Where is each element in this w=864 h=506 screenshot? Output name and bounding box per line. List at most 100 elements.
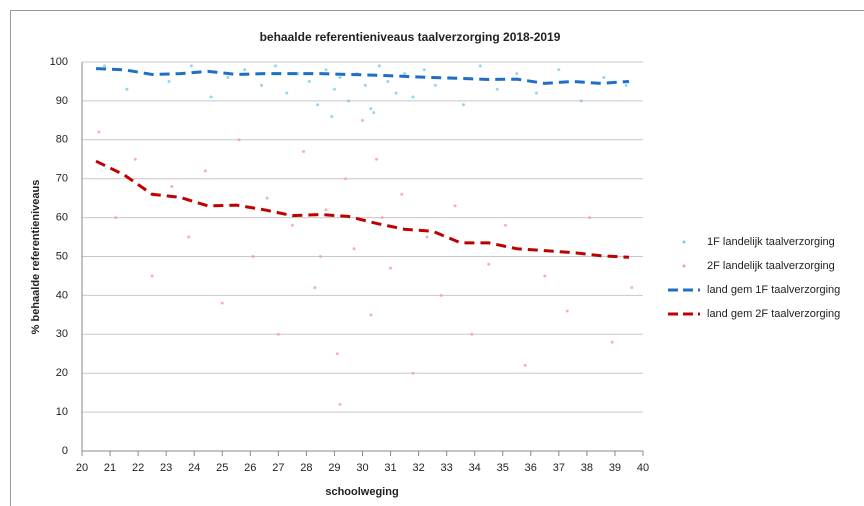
y-tick-label: 30	[56, 328, 68, 340]
scatter-point	[316, 103, 320, 107]
scatter-point	[285, 91, 289, 95]
y-tick-label: 80	[56, 134, 68, 146]
scatter-point	[543, 274, 547, 278]
scatter-point	[260, 83, 264, 87]
scatter-point	[495, 87, 499, 91]
scatter-point	[588, 216, 592, 220]
x-tick-label: 28	[300, 462, 312, 474]
x-tick-label: 27	[272, 462, 284, 474]
scatter-point	[487, 262, 491, 266]
scatter-point	[369, 107, 373, 111]
scatter-point	[515, 72, 519, 76]
scatter-point	[338, 402, 342, 406]
scatter-point	[504, 223, 508, 227]
scatter-point	[389, 266, 393, 270]
scatter-point	[97, 130, 101, 134]
scatter-point	[369, 313, 373, 317]
y-tick-label: 10	[56, 406, 68, 418]
scatter-point	[523, 363, 527, 367]
chart-title: behaalde referentieniveaus taalverzorgin…	[260, 30, 561, 44]
scatter-point	[534, 91, 538, 95]
scatter-point	[133, 157, 137, 161]
scatter-point	[243, 68, 247, 72]
scatter-point	[102, 64, 106, 68]
x-tick-label: 30	[356, 462, 368, 474]
scatter-point	[226, 76, 230, 80]
scatter-point	[372, 111, 376, 115]
x-tick-label: 37	[553, 462, 565, 474]
scatter-point	[602, 76, 606, 80]
x-tick-label: 35	[497, 462, 509, 474]
x-tick-label: 40	[637, 462, 649, 474]
x-tick-label: 31	[384, 462, 396, 474]
x-tick-label: 33	[441, 462, 453, 474]
scatter-point	[394, 91, 398, 95]
x-tick-label: 25	[216, 462, 228, 474]
scatter-point	[425, 235, 429, 239]
y-tick-label: 40	[56, 289, 68, 301]
scatter-point	[274, 64, 278, 68]
x-tick-label: 20	[76, 462, 88, 474]
scatter-point	[290, 223, 294, 227]
scatter-point	[125, 87, 129, 91]
x-tick-label: 34	[469, 462, 481, 474]
x-tick-label: 23	[160, 462, 172, 474]
x-tick-label: 29	[328, 462, 340, 474]
scatter-point	[265, 196, 269, 200]
scatter-point	[478, 64, 482, 68]
scatter-point	[375, 157, 379, 161]
scatter-point	[220, 301, 224, 305]
scatter-point	[557, 68, 561, 72]
scatter-point	[470, 332, 474, 336]
average-line	[95, 159, 630, 259]
x-tick-label: 22	[132, 462, 144, 474]
scatter-point	[453, 204, 457, 208]
legend-label: 1F landelijk taalverzorging	[707, 236, 835, 248]
scatter-point	[377, 64, 381, 68]
x-tick-label: 36	[525, 462, 537, 474]
y-tick-label: 50	[56, 250, 68, 262]
scatter-point	[330, 114, 334, 118]
scatter-point	[338, 76, 342, 80]
x-tick-label: 24	[188, 462, 200, 474]
scatter-point	[610, 340, 614, 344]
scatter-point	[167, 79, 171, 83]
legend-label: land gem 1F taalverzorging	[707, 284, 840, 296]
scatter-point	[352, 247, 356, 251]
x-tick-label: 39	[609, 462, 621, 474]
scatter-point	[461, 103, 465, 107]
scatter-point	[276, 332, 280, 336]
y-tick-label: 0	[62, 445, 68, 457]
y-tick-label: 70	[56, 173, 68, 185]
scatter-point	[187, 235, 191, 239]
x-tick-label: 21	[104, 462, 116, 474]
average-line	[95, 67, 630, 85]
scatter-point	[346, 99, 350, 103]
scatter-point	[150, 274, 154, 278]
scatter-point	[189, 64, 193, 68]
scatter-point	[170, 184, 174, 188]
y-tick-label: 100	[50, 56, 68, 68]
y-axis-title: % behaalde referentieniveaus	[30, 180, 42, 335]
scatter-point	[332, 87, 336, 91]
x-tick-label: 38	[581, 462, 593, 474]
scatter-point	[318, 255, 322, 258]
legend-label: 2F landelijk taalverzorging	[707, 260, 835, 272]
scatter-point	[411, 371, 415, 375]
scatter-point	[302, 149, 306, 153]
scatter-point	[411, 95, 415, 99]
scatter-point	[439, 293, 443, 297]
scatter-point	[361, 118, 364, 122]
legend-key	[682, 240, 686, 244]
scatter-point	[324, 208, 328, 212]
legend-label: land gem 2F taalverzorging	[707, 308, 840, 320]
chart-frame	[10, 10, 864, 506]
x-axis-title: schoolweging	[325, 486, 398, 498]
scatter-point	[251, 255, 255, 258]
scatter-point	[203, 169, 207, 173]
legend-key	[682, 264, 686, 268]
x-tick-label: 26	[244, 462, 256, 474]
scatter-point	[237, 138, 241, 142]
y-tick-label: 90	[56, 95, 68, 107]
